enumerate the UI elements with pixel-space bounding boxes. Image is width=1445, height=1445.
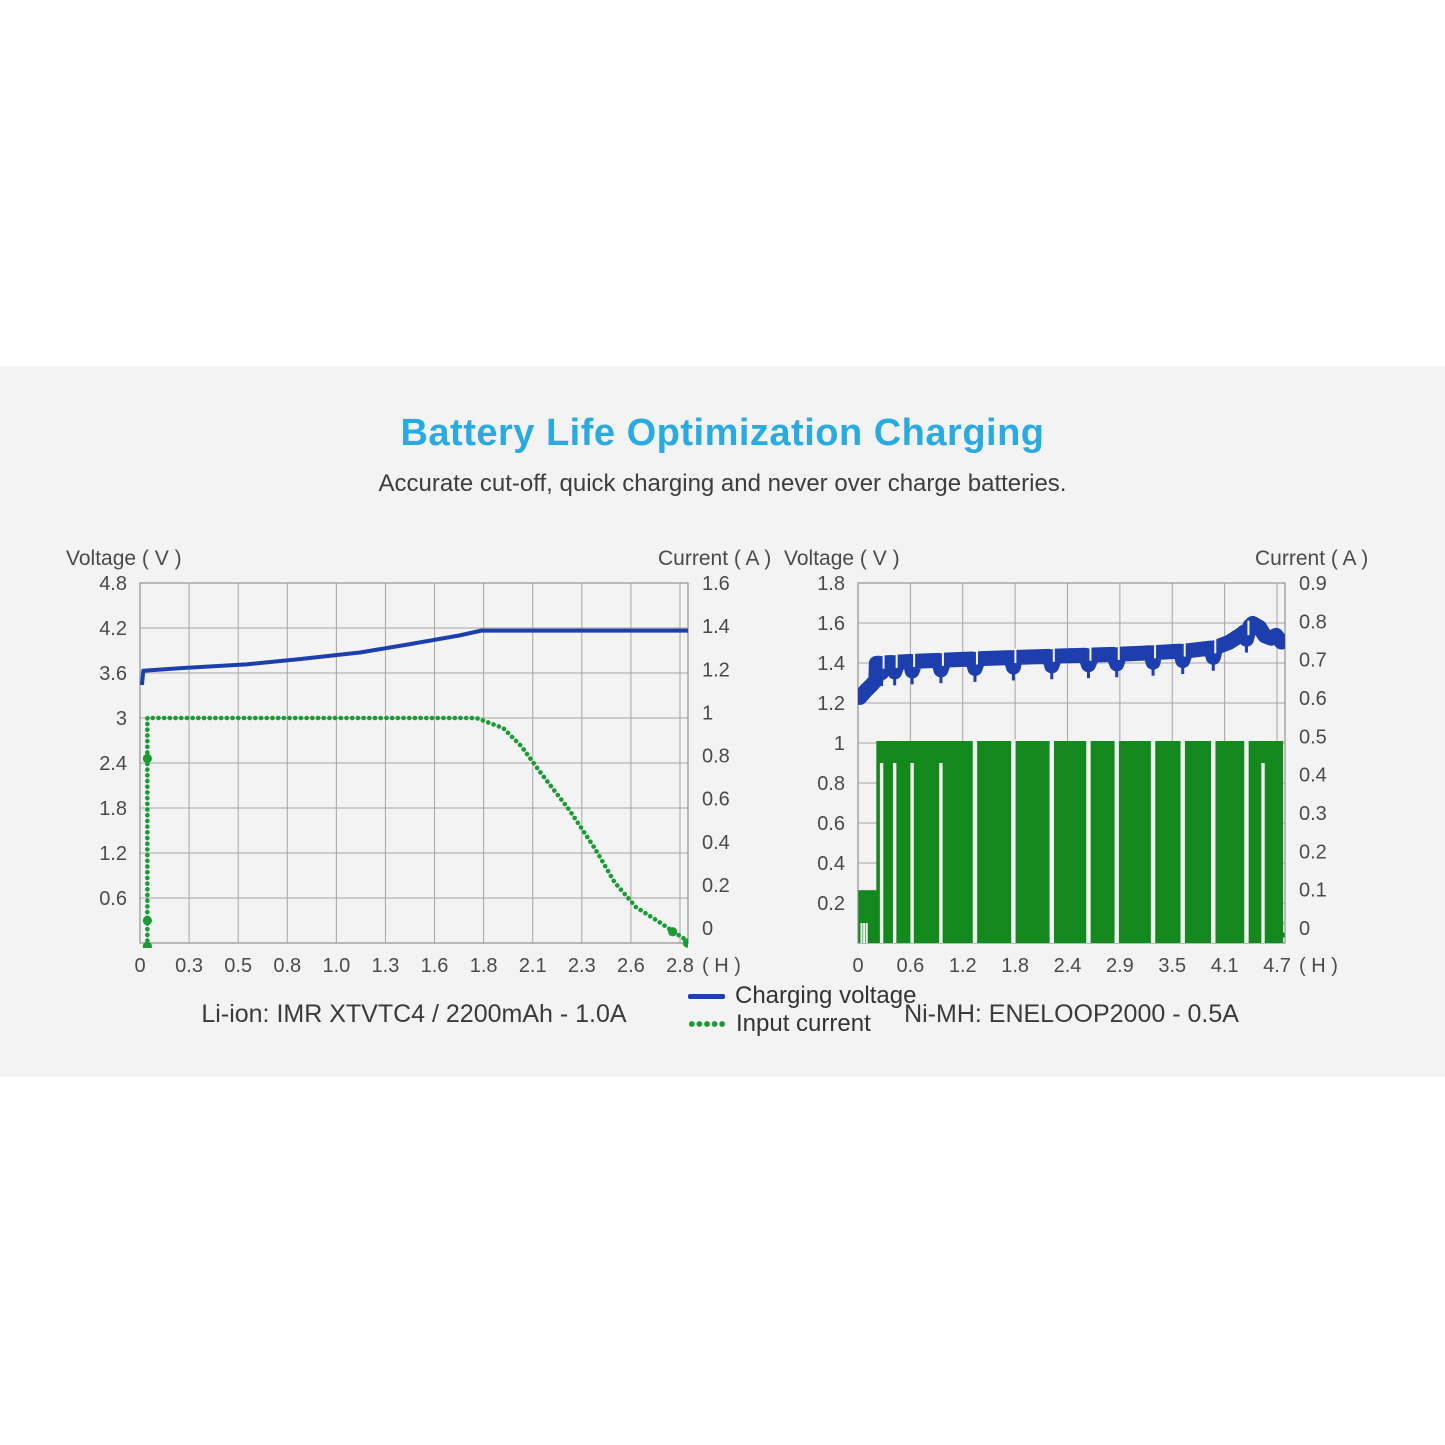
svg-text:2.1: 2.1: [519, 955, 547, 977]
svg-text:1.2: 1.2: [817, 693, 845, 715]
svg-text:1.4: 1.4: [702, 616, 730, 638]
svg-text:2.8: 2.8: [666, 955, 694, 977]
svg-text:2.9: 2.9: [1106, 955, 1134, 977]
svg-text:0.8: 0.8: [273, 955, 301, 977]
ni-mh-chart-caption: Ni-MH: ENELOOP2000 - 0.5A: [904, 1000, 1239, 1028]
svg-text:0.8: 0.8: [702, 746, 730, 768]
svg-text:0.3: 0.3: [1299, 803, 1327, 825]
svg-text:0.6: 0.6: [99, 888, 127, 910]
svg-text:1.8: 1.8: [99, 798, 127, 820]
svg-text:1.2: 1.2: [949, 955, 977, 977]
svg-text:Voltage ( V ): Voltage ( V ): [66, 547, 182, 570]
legend-label-charging-voltage: Charging voltage: [735, 982, 917, 1009]
gray-background-band: [0, 366, 1445, 1077]
page-subtitle: Accurate cut-off, quick charging and nev…: [378, 470, 1067, 497]
svg-text:1.6: 1.6: [817, 613, 845, 635]
svg-text:0: 0: [702, 918, 713, 940]
svg-text:Voltage ( V ): Voltage ( V ): [784, 547, 900, 570]
svg-text:2.6: 2.6: [617, 955, 645, 977]
ni-mh-chart: 1.8 1.6 1.4 1.2 1 0.8 0.6 0.4 0.2 0.9 0.8 0.7 0.6 0.5…: [784, 547, 1368, 977]
svg-text:2.3: 2.3: [568, 955, 596, 977]
svg-text:1.2: 1.2: [702, 659, 730, 681]
li-ion-chart: 4.8 4.2 3.6 3 2.4 1.8 1.2 0.6 1.6 1.4 1.2 1 0.8 0.6 0.…: [66, 547, 771, 977]
svg-text:0.4: 0.4: [702, 832, 730, 854]
chart-legend: Charging voltage Input current: [688, 982, 916, 1038]
svg-text:0.7: 0.7: [1299, 650, 1327, 672]
svg-text:0.5: 0.5: [1299, 726, 1327, 748]
svg-text:0.1: 0.1: [1299, 880, 1327, 902]
input-current-dots-swatch-icon: [688, 1020, 726, 1028]
svg-text:1.4: 1.4: [817, 653, 845, 675]
svg-text:1.8: 1.8: [470, 955, 498, 977]
li-ion-voltage-line: [140, 628, 688, 686]
svg-text:1.8: 1.8: [1001, 955, 1029, 977]
svg-text:Current ( A ): Current ( A ): [658, 547, 771, 570]
svg-text:0.2: 0.2: [702, 875, 730, 897]
svg-text:0.6: 0.6: [896, 955, 924, 977]
svg-text:0.2: 0.2: [817, 893, 845, 915]
svg-text:( H ): ( H ): [1299, 955, 1338, 977]
svg-text:1.0: 1.0: [322, 955, 350, 977]
svg-text:0.8: 0.8: [1299, 611, 1327, 633]
svg-text:2.4: 2.4: [99, 753, 127, 775]
svg-text:0: 0: [1299, 918, 1310, 940]
svg-text:1.2: 1.2: [99, 843, 127, 865]
svg-text:1.8: 1.8: [817, 573, 845, 595]
charging-voltage-line-swatch-icon: [688, 993, 725, 999]
svg-text:0.8: 0.8: [817, 773, 845, 795]
svg-text:1: 1: [834, 733, 845, 755]
li-ion-current-line: [145, 715, 688, 948]
svg-text:1.6: 1.6: [702, 573, 730, 595]
svg-text:3.6: 3.6: [99, 663, 127, 685]
ni-mh-current-pulses: [876, 741, 1284, 943]
svg-text:4.1: 4.1: [1211, 955, 1239, 977]
svg-text:0.6: 0.6: [702, 789, 730, 811]
svg-text:0.4: 0.4: [817, 853, 845, 875]
page-title: Battery Life Optimization Charging: [400, 412, 1045, 454]
svg-text:0.3: 0.3: [175, 955, 203, 977]
legend-item-input-current: Input current: [688, 1010, 916, 1038]
svg-text:1.6: 1.6: [421, 955, 449, 977]
svg-text:0: 0: [852, 955, 863, 977]
ni-mh-voltage-band: [858, 615, 1285, 705]
svg-text:0.6: 0.6: [1299, 688, 1327, 710]
svg-text:4.7: 4.7: [1263, 955, 1291, 977]
legend-label-input-current: Input current: [736, 1010, 871, 1037]
svg-text:0.6: 0.6: [817, 813, 845, 835]
svg-text:1.3: 1.3: [372, 955, 400, 977]
svg-text:( H ): ( H ): [702, 955, 741, 977]
svg-text:4.8: 4.8: [99, 573, 127, 595]
svg-text:0.9: 0.9: [1299, 573, 1327, 595]
svg-text:3: 3: [116, 708, 127, 730]
svg-text:Current ( A ): Current ( A ): [1255, 547, 1368, 570]
svg-text:1: 1: [702, 702, 713, 724]
svg-text:0.4: 0.4: [1299, 765, 1327, 787]
svg-text:2.4: 2.4: [1054, 955, 1082, 977]
legend-item-charging-voltage: Charging voltage: [688, 982, 916, 1010]
li-ion-chart-caption: Li-ion: IMR XTVTC4 / 2200mAh - 1.0A: [201, 1000, 627, 1028]
svg-text:3.5: 3.5: [1158, 955, 1186, 977]
svg-text:0.5: 0.5: [224, 955, 252, 977]
svg-text:0: 0: [134, 955, 145, 977]
svg-text:0.2: 0.2: [1299, 841, 1327, 863]
svg-text:4.2: 4.2: [99, 618, 127, 640]
